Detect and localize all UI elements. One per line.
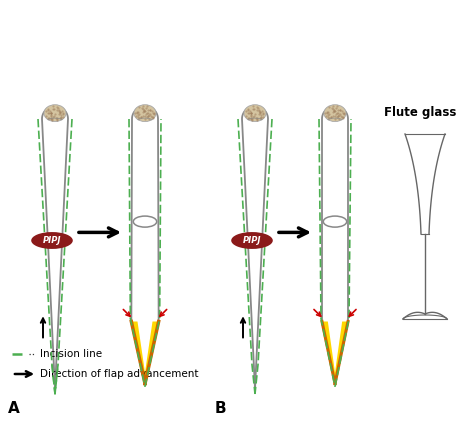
Ellipse shape: [244, 105, 266, 121]
Polygon shape: [322, 321, 348, 384]
Polygon shape: [242, 106, 268, 389]
Polygon shape: [131, 321, 159, 384]
Text: Incision line: Incision line: [40, 349, 102, 359]
Text: PIPJ: PIPJ: [243, 236, 261, 245]
Text: Direction of flap advancement: Direction of flap advancement: [40, 369, 199, 379]
Text: Flute glass: Flute glass: [384, 106, 456, 119]
Ellipse shape: [134, 105, 156, 121]
Ellipse shape: [44, 105, 66, 121]
Ellipse shape: [31, 232, 73, 249]
Polygon shape: [131, 106, 159, 384]
Text: B: B: [215, 401, 227, 416]
Ellipse shape: [324, 105, 346, 121]
Polygon shape: [42, 106, 68, 389]
Ellipse shape: [231, 232, 273, 249]
Polygon shape: [322, 106, 348, 384]
Text: PIPJ: PIPJ: [43, 236, 61, 245]
Text: A: A: [8, 401, 20, 416]
